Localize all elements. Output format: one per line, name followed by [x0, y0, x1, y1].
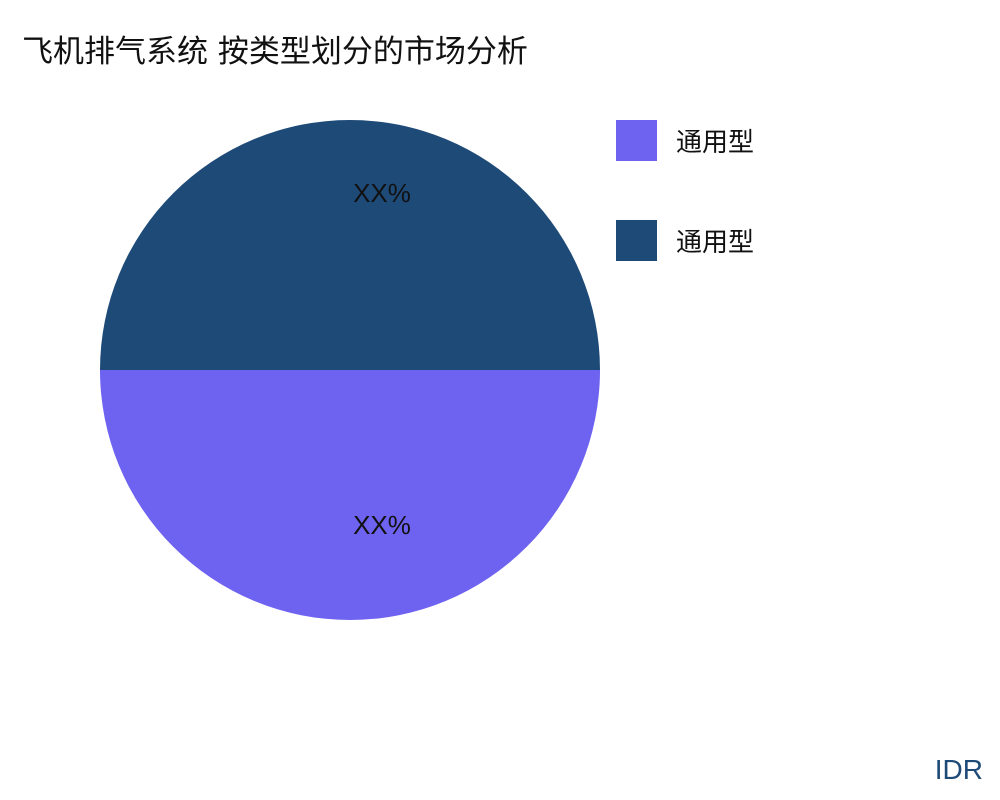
- legend-label: 通用型: [676, 128, 755, 158]
- slice-label: XX%: [353, 178, 411, 208]
- slice-label: XX%: [353, 510, 411, 540]
- legend-swatch: [616, 220, 657, 261]
- pie-slice: [100, 120, 600, 370]
- pie-slice: [100, 370, 600, 620]
- legend-item: 通用型: [616, 120, 754, 161]
- watermark-logo: IDR: [934, 754, 983, 785]
- chart-title: 飞机排气系统 按类型划分的市场分析: [22, 34, 528, 70]
- legend-item: 通用型: [616, 220, 754, 261]
- legend-label: 通用型: [676, 228, 755, 258]
- legend-swatch: [616, 120, 657, 161]
